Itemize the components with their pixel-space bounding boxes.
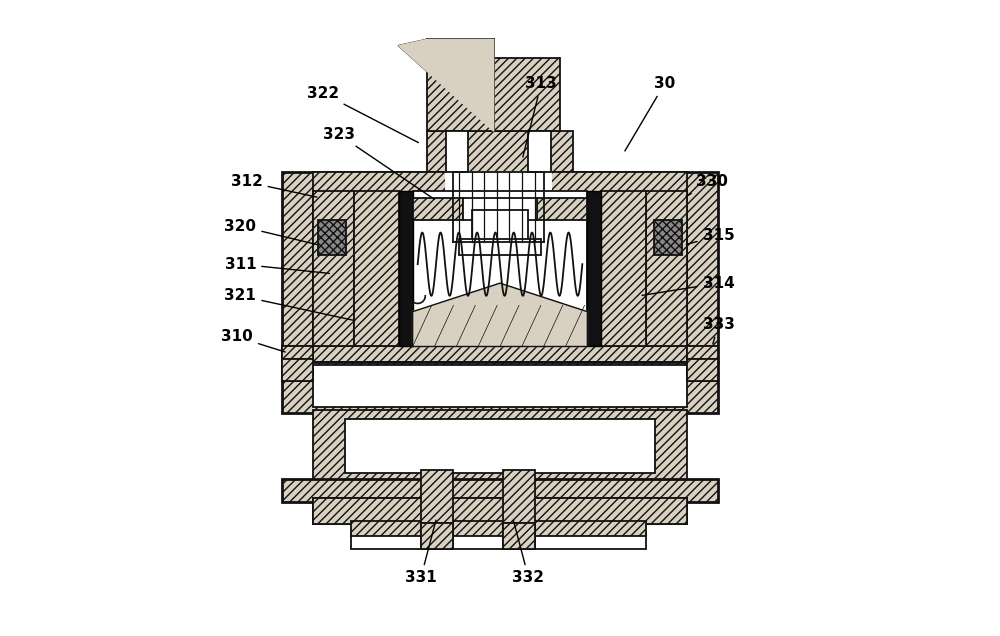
- Text: 313: 313: [523, 76, 557, 157]
- Polygon shape: [399, 39, 494, 131]
- Text: 323: 323: [323, 127, 434, 199]
- Text: 30: 30: [625, 76, 675, 151]
- Bar: [503, 523, 535, 549]
- Bar: [282, 347, 313, 363]
- Bar: [687, 359, 718, 382]
- Bar: [282, 347, 313, 363]
- Polygon shape: [413, 283, 587, 347]
- Bar: [351, 521, 646, 536]
- Bar: [537, 198, 587, 220]
- Bar: [313, 191, 687, 347]
- Bar: [654, 220, 682, 254]
- Bar: [528, 131, 551, 172]
- Bar: [313, 191, 354, 347]
- Bar: [446, 172, 551, 195]
- Bar: [646, 191, 687, 347]
- Bar: [687, 359, 718, 382]
- Text: 315: 315: [686, 228, 734, 244]
- Bar: [313, 410, 687, 483]
- Bar: [313, 499, 687, 524]
- Text: 321: 321: [224, 288, 355, 321]
- Bar: [421, 523, 453, 549]
- Bar: [427, 131, 573, 172]
- Bar: [282, 363, 718, 413]
- Bar: [282, 480, 718, 502]
- Bar: [687, 347, 718, 363]
- Bar: [503, 523, 535, 549]
- Text: 332: 332: [512, 520, 544, 585]
- Bar: [399, 191, 413, 347]
- Bar: [494, 59, 560, 131]
- Bar: [318, 220, 346, 254]
- Bar: [459, 239, 541, 254]
- Bar: [463, 198, 537, 220]
- Bar: [313, 366, 687, 406]
- Bar: [345, 419, 655, 473]
- Bar: [313, 172, 687, 195]
- Bar: [503, 470, 535, 524]
- Bar: [687, 347, 718, 363]
- Text: 330: 330: [686, 174, 728, 197]
- Bar: [413, 198, 463, 220]
- Bar: [413, 191, 587, 347]
- Bar: [472, 211, 528, 245]
- Bar: [587, 191, 601, 347]
- Bar: [282, 172, 718, 363]
- Text: 320: 320: [224, 219, 317, 244]
- Text: 314: 314: [642, 275, 734, 295]
- Text: 310: 310: [221, 329, 285, 352]
- Text: 331: 331: [405, 520, 437, 585]
- Bar: [421, 470, 453, 524]
- Text: 333: 333: [703, 317, 734, 344]
- Bar: [351, 534, 646, 549]
- Bar: [313, 499, 687, 524]
- Bar: [601, 191, 646, 347]
- Bar: [354, 191, 399, 347]
- Bar: [421, 523, 453, 549]
- Bar: [282, 359, 313, 382]
- Text: 312: 312: [231, 174, 317, 197]
- Text: 311: 311: [225, 257, 329, 273]
- Bar: [427, 39, 494, 131]
- Text: 322: 322: [307, 86, 418, 142]
- Bar: [282, 359, 313, 382]
- Bar: [446, 131, 468, 172]
